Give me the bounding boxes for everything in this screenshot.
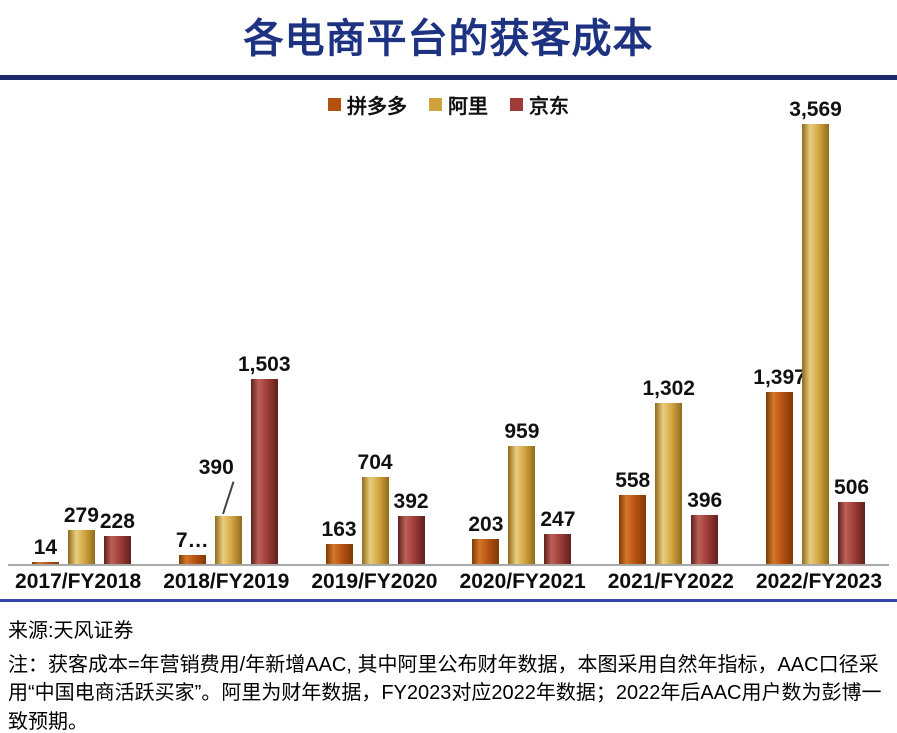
- plot-area: 14 279 228 7… 390 1,503 163 704 392 203 959 247 558 1…: [8, 98, 889, 566]
- legend-label: 阿里: [448, 95, 488, 118]
- bar-阿里-2019/FY2020: 704: [358, 451, 393, 564]
- bar-value-label: 247: [540, 508, 576, 531]
- bar-阿里-2022/FY2023: 3,569: [789, 98, 842, 564]
- bar-value-label: 203: [468, 513, 504, 536]
- bar-阿里-2017/FY2018: 279: [64, 504, 99, 564]
- bar-value-label: 7…: [175, 529, 209, 552]
- legend-swatch-icon: [328, 97, 341, 111]
- bar-value-label: 1,503: [237, 353, 291, 376]
- x-axis: 2017/FY2018 2018/FY2019 2019/FY2020 2020/FY…: [4, 566, 893, 599]
- legend-item-拼多多: 拼多多: [328, 90, 407, 119]
- bar-group-2021/FY2022: 558 1,302 396: [595, 116, 742, 564]
- x-axis-label: 2020/FY2021: [459, 570, 586, 593]
- bar-京东-2017/FY2018: 228: [100, 510, 135, 564]
- legend-label: 京东: [529, 95, 569, 118]
- page-title: 各电商平台的获客成本: [243, 17, 654, 61]
- x-axis-label: 2021/FY2022: [607, 570, 734, 593]
- bar-京东-2021/FY2022: 396: [687, 489, 722, 564]
- bar-value-label: 14: [33, 536, 58, 559]
- bottom-divider: [0, 599, 897, 602]
- bar-阿里-2018/FY2019: 390: [199, 456, 242, 564]
- bar-拼多多-2017/FY2018: 14: [31, 536, 59, 564]
- bar-value-label: 396: [687, 489, 723, 512]
- bar-阿里-2021/FY2022: 1,302: [642, 377, 695, 564]
- bar-拼多多-2018/FY2019: 7…: [176, 529, 209, 564]
- bar-拼多多-2021/FY2022: 558: [615, 469, 650, 564]
- x-axis-label: 2019/FY2020: [311, 570, 438, 593]
- bar-group-2018/FY2019: 7… 390 1,503: [155, 116, 302, 564]
- bar-group-2020/FY2021: 203 959 247: [448, 116, 595, 564]
- bar-value-label: 392: [393, 490, 429, 513]
- bar-value-label: 163: [321, 518, 357, 541]
- bar-拼多多-2020/FY2021: 203: [468, 513, 503, 564]
- source-text: 来源:天风证券: [8, 620, 134, 642]
- bar-value-label: 228: [99, 510, 135, 533]
- bar-group-2019/FY2020: 163 704 392: [302, 116, 449, 564]
- legend-label: 拼多多: [347, 95, 407, 118]
- callout-line: [222, 481, 235, 515]
- bar-value-label: 704: [357, 451, 393, 474]
- bar-group-2017/FY2018: 14 279 228: [8, 116, 155, 564]
- footer: 来源:天风证券 注：获客成本=年营销费用/年新增AAC, 其中阿里公布财年数据，…: [0, 602, 897, 733]
- bar-group-2022/FY2023: 1,397 3,569 506: [742, 98, 889, 564]
- bar-value-label: 959: [504, 420, 540, 443]
- bar-拼多多-2022/FY2023: 1,397: [753, 366, 806, 564]
- legend-swatch-icon: [429, 97, 442, 111]
- bar-value-label: 1,302: [642, 377, 695, 400]
- bar-value-label: 506: [834, 476, 870, 499]
- x-axis-label: 2018/FY2019: [163, 570, 290, 593]
- x-axis-label: 2022/FY2023: [755, 570, 882, 593]
- bar-京东-2020/FY2021: 247: [540, 508, 575, 564]
- bar-阿里-2020/FY2021: 959: [504, 420, 539, 564]
- bar-value-label: 3,569: [789, 98, 842, 121]
- legend-item-京东: 京东: [510, 90, 569, 119]
- bar-京东-2022/FY2023: 506: [834, 476, 869, 564]
- chart-legend: 拼多多 阿里 京东: [0, 90, 897, 119]
- bar-拼多多-2019/FY2020: 163: [322, 518, 357, 564]
- bar-京东-2018/FY2019: 1,503: [238, 353, 291, 564]
- bar-value-label: 1,397: [753, 366, 806, 389]
- note-text: 注：获客成本=年营销费用/年新增AAC, 其中阿里公布财年数据，本图采用自然年指…: [8, 654, 882, 733]
- bar-京东-2019/FY2020: 392: [394, 490, 429, 564]
- bar-value-label: 390: [198, 456, 234, 479]
- legend-swatch-icon: [510, 97, 523, 111]
- legend-item-阿里: 阿里: [429, 90, 488, 119]
- bar-value-label: 279: [63, 504, 99, 527]
- bar-value-label: 558: [615, 469, 651, 492]
- title-divider: [0, 75, 897, 80]
- x-axis-label: 2017/FY2018: [15, 570, 142, 593]
